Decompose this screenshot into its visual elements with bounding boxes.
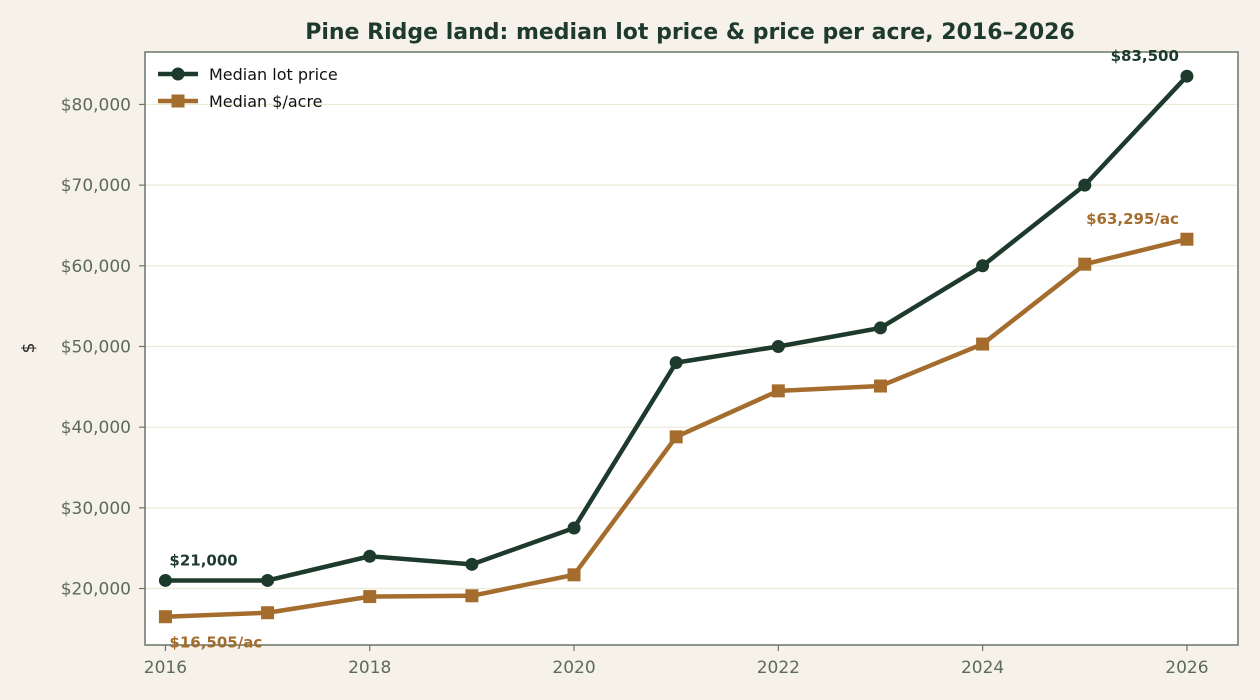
data-point-square	[771, 384, 785, 398]
data-point-square	[1180, 232, 1194, 246]
legend-label: Median lot price	[209, 65, 338, 84]
annotations: $21,000 $83,500 $16,505/ac $63,295/ac	[169, 47, 1178, 652]
data-point-square	[873, 379, 887, 393]
x-tick-label: 2024	[961, 658, 1004, 678]
data-point-square	[1078, 257, 1092, 271]
data-point-square	[669, 430, 683, 444]
y-tick-label: $80,000	[61, 95, 131, 115]
x-tick-label: 2016	[144, 658, 187, 678]
data-label: $83,500	[1111, 47, 1179, 65]
x-tick-label: 2022	[757, 658, 800, 678]
legend: Median lot price Median $/acre	[158, 65, 338, 111]
plot-frame	[144, 51, 1239, 646]
data-point-circle	[669, 356, 683, 370]
x-tick-label: 2018	[348, 658, 391, 678]
data-point-square	[363, 590, 377, 604]
data-label: $21,000	[169, 551, 237, 569]
data-point-circle	[465, 557, 479, 571]
data-point-circle	[1180, 69, 1194, 83]
y-axis-label: $	[19, 343, 39, 354]
legend-label: Median $/acre	[209, 92, 323, 111]
y-tick-label: $20,000	[61, 580, 131, 600]
gridlines	[145, 103, 1238, 590]
data-point-circle	[363, 549, 377, 563]
data-label: $63,295/ac	[1086, 210, 1179, 228]
data-point-circle	[158, 573, 172, 587]
chart-title: Pine Ridge land: median lot price & pric…	[305, 20, 1075, 45]
series-1	[158, 69, 1194, 587]
data-point-square	[567, 568, 581, 582]
y-tick-label: $60,000	[61, 257, 131, 277]
data-point-circle	[567, 521, 581, 535]
y-tick-label: $70,000	[61, 176, 131, 196]
x-tick-label: 2020	[552, 658, 595, 678]
plot-area	[145, 52, 1238, 645]
data-point-square	[158, 610, 172, 624]
data-point-square	[465, 589, 479, 603]
y-tick-label: $30,000	[61, 499, 131, 519]
data-point-square	[976, 337, 990, 351]
data-point-square	[261, 606, 275, 620]
data-label: $16,505/ac	[169, 634, 262, 652]
series-2	[158, 232, 1194, 624]
legend-marker-circle	[171, 67, 185, 81]
data-point-circle	[771, 339, 785, 353]
series-group	[158, 69, 1194, 624]
data-point-circle	[1078, 178, 1092, 192]
y-tick-label: $50,000	[61, 337, 131, 357]
x-tick-label: 2026	[1165, 658, 1208, 678]
y-axis: $20,000 $30,000 $40,000 $50,000 $60,000 $70,0…	[61, 95, 145, 600]
data-point-circle	[873, 321, 887, 335]
y-tick-label: $40,000	[61, 418, 131, 438]
x-axis: 2016 2018 2020 2022 2024 2026	[144, 645, 1209, 678]
data-point-circle	[976, 259, 990, 273]
plot-border	[144, 51, 1239, 646]
legend-marker-square	[171, 94, 185, 108]
data-point-circle	[261, 573, 275, 587]
